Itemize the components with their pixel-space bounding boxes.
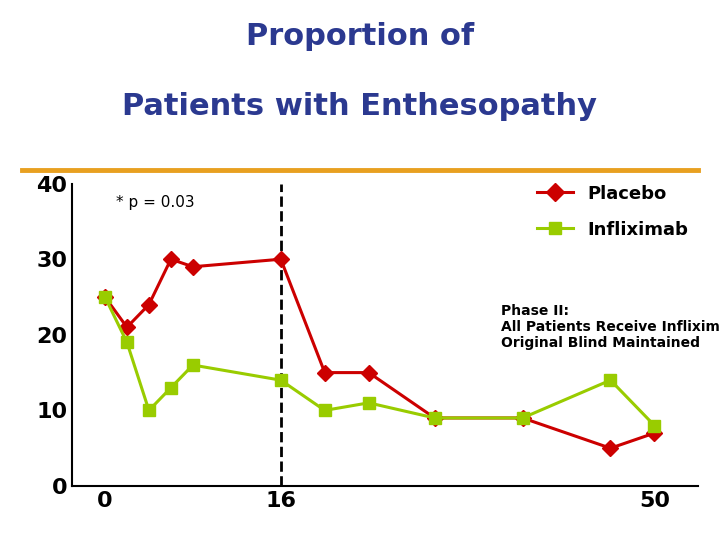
Text: Proportion of: Proportion of [246, 22, 474, 51]
Legend: Placebo, Infliximab: Placebo, Infliximab [530, 178, 696, 246]
Text: * p = 0.03: * p = 0.03 [116, 195, 194, 210]
Text: Patients with Enthesopathy: Patients with Enthesopathy [122, 92, 598, 121]
Text: Phase II:
All Patients Receive Infliximab;
Original Blind Maintained: Phase II: All Patients Receive Inflixima… [500, 304, 720, 350]
